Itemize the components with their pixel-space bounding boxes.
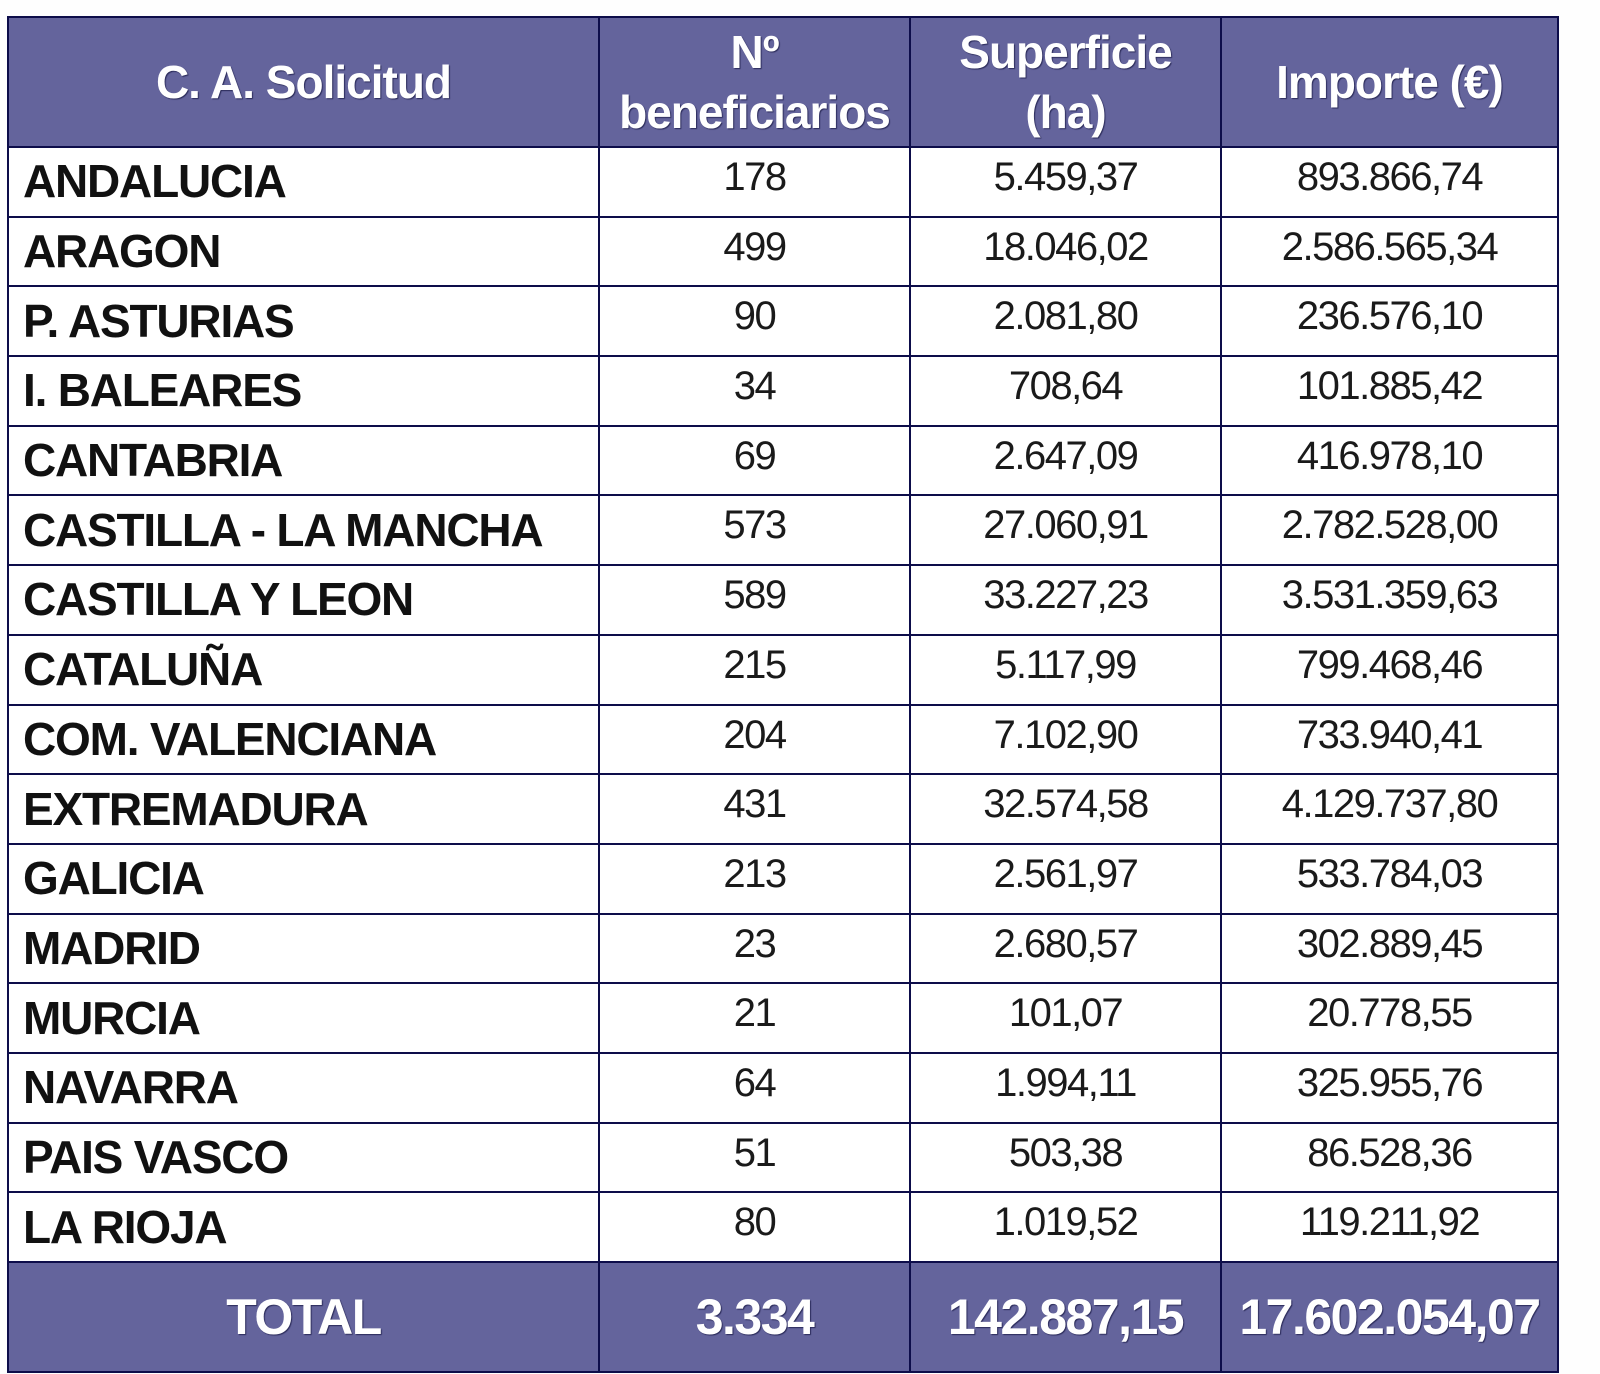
cell-importe: 86.528,36 [1220,1121,1559,1194]
cell-importe: 799.468,46 [1220,633,1559,706]
cell-superficie: 2.081,80 [909,285,1222,358]
header-importe-label: Importe (€) [1276,56,1504,108]
table-row: PAIS VASCO 51 503,38 86.528,36 [7,1121,1559,1194]
table-row: CANTABRIA 69 2.647,09 416.978,10 [7,424,1559,497]
header-beneficiarios-line1: Nº [730,26,779,78]
cell-superficie: 27.060,91 [909,494,1222,567]
cell-superficie: 503,38 [909,1121,1222,1194]
cell-region: EXTREMADURA [7,773,600,845]
cell-superficie: 2.647,09 [909,424,1222,497]
table-header-row: C. A. Solicitud Nº beneficiarios Superfi… [7,16,1559,148]
cell-superficie: 1.994,11 [909,1051,1222,1124]
cell-beneficiarios: 215 [598,633,911,706]
table-row: CASTILLA - LA MANCHA 573 27.060,91 2.782.52… [7,494,1559,567]
cell-beneficiarios: 80 [598,1191,911,1263]
total-row: TOTAL 3.334 142.887,15 17.602.054,07 [7,1261,1559,1373]
cell-superficie: 708,64 [909,355,1222,427]
cell-beneficiarios: 213 [598,842,911,915]
cell-superficie: 5.117,99 [909,633,1222,706]
cell-region: GALICIA [7,842,600,915]
cell-region: CASTILLA - LA MANCHA [7,494,600,567]
cell-importe: 101.885,42 [1220,355,1559,427]
cell-region: I. BALEARES [7,355,600,427]
cell-beneficiarios: 204 [598,703,911,776]
header-superficie-line1: Superficie [959,26,1172,78]
cell-importe: 733.940,41 [1220,703,1559,776]
total-label: TOTAL [7,1261,600,1373]
cell-superficie: 1.019,52 [909,1191,1222,1263]
cell-region: MURCIA [7,982,600,1054]
cell-importe: 2.782.528,00 [1220,494,1559,567]
header-importe: Importe (€) [1220,16,1559,148]
cell-beneficiarios: 90 [598,285,911,358]
cell-region: NAVARRA [7,1051,600,1124]
table-row: P. ASTURIAS 90 2.081,80 236.576,10 [7,285,1559,358]
cell-beneficiarios: 499 [598,215,911,288]
cell-importe: 20.778,55 [1220,982,1559,1054]
cell-importe: 2.586.565,34 [1220,215,1559,288]
header-region-label: C. A. Solicitud [155,56,452,108]
cell-region: CANTABRIA [7,424,600,497]
cell-beneficiarios: 573 [598,494,911,567]
cell-beneficiarios: 431 [598,773,911,845]
table-row: LA RIOJA 80 1.019,52 119.211,92 [7,1191,1559,1263]
total-superficie: 142.887,15 [909,1261,1222,1373]
cell-superficie: 2.680,57 [909,912,1222,985]
cell-region: LA RIOJA [7,1191,600,1263]
cell-superficie: 5.459,37 [909,146,1222,218]
cell-region: CASTILLA Y LEON [7,564,600,636]
header-beneficiarios: Nº beneficiarios [598,16,911,148]
cell-beneficiarios: 51 [598,1121,911,1194]
cell-importe: 325.955,76 [1220,1051,1559,1124]
beneficiaries-table: C. A. Solicitud Nº beneficiarios Superfi… [7,16,1559,1373]
cell-importe: 3.531.359,63 [1220,564,1559,636]
table-row: COM. VALENCIANA 204 7.102,90 733.940,41 [7,703,1559,776]
cell-beneficiarios: 64 [598,1051,911,1124]
header-beneficiarios-line2: beneficiarios [619,86,891,138]
cell-region: ANDALUCIA [7,146,600,218]
table-row: MURCIA 21 101,07 20.778,55 [7,982,1559,1054]
cell-beneficiarios: 589 [598,564,911,636]
cell-importe: 302.889,45 [1220,912,1559,985]
cell-beneficiarios: 69 [598,424,911,497]
table-row: MADRID 23 2.680,57 302.889,45 [7,912,1559,985]
table-row: I. BALEARES 34 708,64 101.885,42 [7,355,1559,427]
cell-importe: 416.978,10 [1220,424,1559,497]
cell-beneficiarios: 23 [598,912,911,985]
table-body: ANDALUCIA 178 5.459,37 893.866,74 ARAGON 499 1… [7,146,1559,1263]
cell-region: COM. VALENCIANA [7,703,600,776]
header-superficie-line2: (ha) [1025,86,1106,138]
total-beneficiarios: 3.334 [598,1261,911,1373]
cell-importe: 236.576,10 [1220,285,1559,358]
cell-region: MADRID [7,912,600,985]
total-importe: 17.602.054,07 [1220,1261,1559,1373]
table-row: NAVARRA 64 1.994,11 325.955,76 [7,1051,1559,1124]
table-row: EXTREMADURA 431 32.574,58 4.129.737,80 [7,773,1559,845]
cell-superficie: 101,07 [909,982,1222,1054]
cell-region: CATALUÑA [7,633,600,706]
cell-importe: 4.129.737,80 [1220,773,1559,845]
cell-superficie: 32.574,58 [909,773,1222,845]
cell-beneficiarios: 21 [598,982,911,1054]
table-row: CASTILLA Y LEON 589 33.227,23 3.531.359,63 [7,564,1559,636]
table-row: ARAGON 499 18.046,02 2.586.565,34 [7,215,1559,288]
cell-region: P. ASTURIAS [7,285,600,358]
cell-importe: 533.784,03 [1220,842,1559,915]
cell-region: PAIS VASCO [7,1121,600,1194]
cell-beneficiarios: 34 [598,355,911,427]
table-row: ANDALUCIA 178 5.459,37 893.866,74 [7,146,1559,218]
cell-superficie: 33.227,23 [909,564,1222,636]
cell-importe: 893.866,74 [1220,146,1559,218]
cell-region: ARAGON [7,215,600,288]
table-row: GALICIA 213 2.561,97 533.784,03 [7,842,1559,915]
header-superficie: Superficie (ha) [909,16,1222,148]
cell-superficie: 7.102,90 [909,703,1222,776]
header-region: C. A. Solicitud [7,16,600,148]
cell-importe: 119.211,92 [1220,1191,1559,1263]
cell-beneficiarios: 178 [598,146,911,218]
cell-superficie: 18.046,02 [909,215,1222,288]
cell-superficie: 2.561,97 [909,842,1222,915]
table-row: CATALUÑA 215 5.117,99 799.468,46 [7,633,1559,706]
